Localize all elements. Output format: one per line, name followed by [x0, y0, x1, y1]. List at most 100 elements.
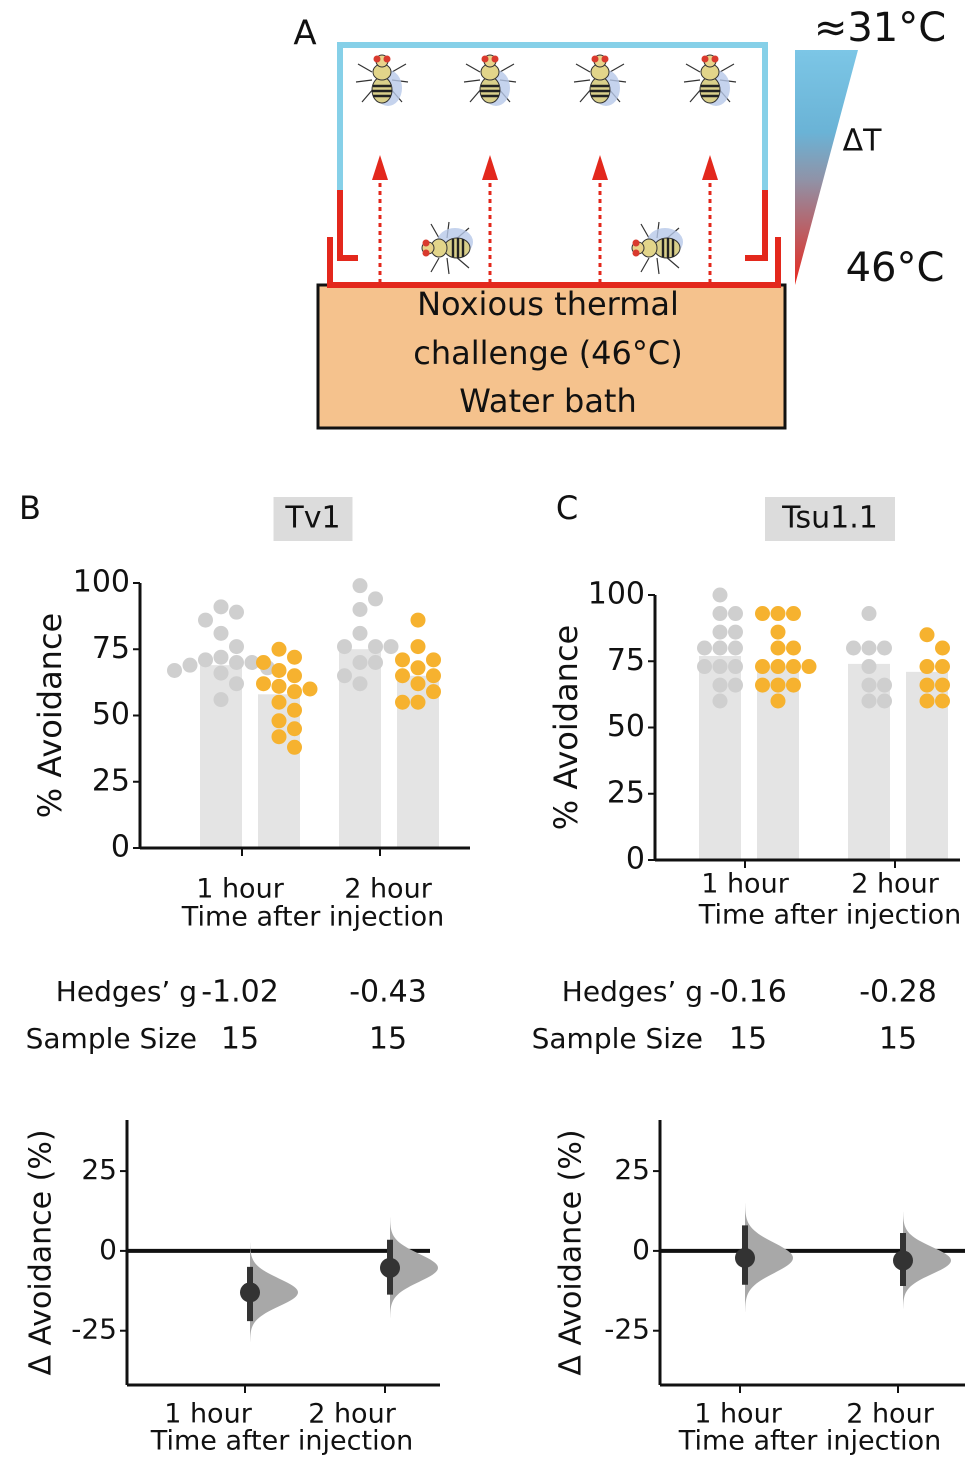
chart-title: Tv1 [284, 501, 340, 536]
data-point [287, 721, 302, 737]
data-point [919, 627, 935, 643]
y-tick-label: 100 [73, 565, 130, 600]
data-point [712, 606, 728, 622]
stat-label: Hedges’ g [56, 975, 197, 1008]
effect-size [380, 1257, 400, 1278]
data-point [287, 649, 302, 665]
data-point [712, 640, 728, 656]
y-tick-label: -25 [604, 1313, 650, 1346]
bottom-temp: 46°C [846, 245, 945, 291]
y-axis-label: Δ Avoidance (%) [554, 1129, 589, 1375]
data-point [426, 668, 441, 684]
data-point [213, 692, 229, 708]
stat-label: Sample Size [26, 1022, 197, 1055]
data-point [846, 640, 861, 656]
data-point [410, 639, 426, 655]
x-axis-label: Time after injection [678, 1426, 941, 1457]
data-point [755, 677, 770, 693]
data-point [213, 649, 229, 665]
data-point [712, 677, 728, 693]
top-temp: ≈31°C [814, 5, 946, 51]
data-point [935, 640, 950, 656]
data-point [337, 639, 352, 655]
data-point [229, 676, 244, 692]
x-tick-label: 1 hour [164, 1399, 253, 1430]
data-point [383, 639, 399, 655]
data-point [861, 640, 877, 656]
data-point [271, 662, 287, 678]
data-point [271, 713, 287, 729]
chamber-cool [337, 42, 768, 190]
data-point [919, 693, 935, 709]
data-point [712, 624, 728, 640]
y-tick-label: 50 [607, 709, 645, 744]
x-axis-label: Time after injection [181, 902, 444, 933]
data-point [728, 640, 743, 656]
x-tick-label: 2 hour [846, 1399, 935, 1430]
stat-value: 15 [221, 1022, 259, 1057]
y-tick-label: 25 [81, 1153, 117, 1186]
data-point [770, 640, 786, 656]
data-point [395, 694, 410, 710]
effect-size [735, 1247, 755, 1268]
data-point [287, 668, 302, 684]
y-tick-label: 0 [626, 842, 645, 877]
data-point [352, 602, 368, 617]
y-tick-label: 0 [632, 1233, 650, 1266]
data-point [395, 652, 410, 668]
data-point [712, 693, 728, 709]
data-point [770, 677, 786, 693]
data-point [861, 677, 877, 693]
data-point [256, 655, 271, 670]
data-point [271, 678, 287, 694]
x-tick-label: 2 hour [851, 869, 940, 900]
data-point [352, 578, 368, 594]
data-point [229, 639, 244, 655]
data-point [426, 684, 441, 700]
stat-value: -1.02 [201, 975, 279, 1010]
y-axis-label: Δ Avoidance (%) [24, 1129, 59, 1375]
flies [354, 53, 738, 276]
arrows [378, 175, 712, 283]
data-point [712, 587, 728, 603]
chart-title: Tsu1.1 [781, 501, 878, 536]
data-point [697, 659, 712, 675]
data-point [712, 659, 728, 675]
y-tick-label: 25 [607, 775, 645, 810]
y-axis-label: % Avoidance [547, 625, 585, 830]
panel-label: A [293, 14, 316, 54]
y-tick-label: 0 [111, 830, 130, 865]
data-point [770, 693, 786, 709]
data-point [919, 677, 935, 693]
data-point [728, 677, 743, 693]
data-point [935, 659, 950, 675]
data-point [755, 659, 770, 675]
panel-label: C [556, 489, 578, 527]
effect-size [240, 1282, 260, 1303]
x-tick-label: 1 hour [196, 874, 285, 905]
hot-plate [327, 237, 781, 288]
bootstrap-distribution [250, 1242, 298, 1343]
data-point [861, 693, 877, 709]
stat-value: -0.28 [859, 975, 937, 1010]
data-point [182, 657, 198, 673]
bath-text: Noxious thermal [417, 285, 679, 323]
chamber-hot [337, 190, 358, 261]
gradient-label: ΔT [843, 124, 883, 159]
water-bath [316, 283, 787, 430]
data-point [287, 739, 302, 755]
data-point [770, 606, 786, 622]
title-box [765, 497, 895, 541]
data-point [410, 612, 426, 628]
data-point [861, 659, 877, 675]
y-tick-label: 75 [607, 643, 645, 678]
data-point [302, 681, 318, 697]
data-point [337, 668, 352, 684]
data-point [935, 677, 950, 693]
stat-label: Sample Size [532, 1022, 703, 1055]
data-point [728, 606, 743, 622]
stat-value: -0.43 [349, 975, 427, 1010]
data-point [770, 659, 786, 675]
bootstrap-distribution [390, 1217, 438, 1319]
